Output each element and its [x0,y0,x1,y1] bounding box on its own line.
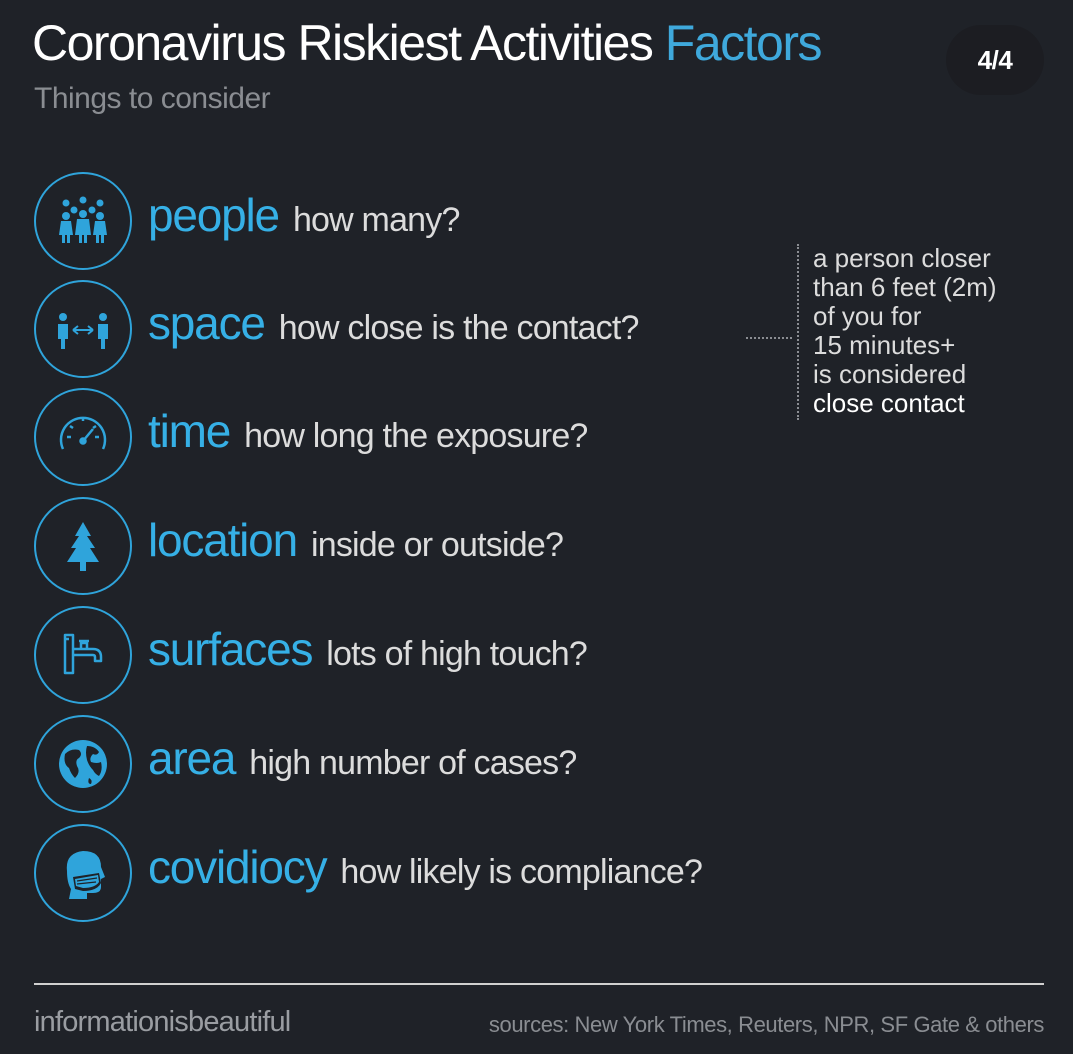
factor-people: people how many? [34,172,934,272]
sources-text: sources: New York Times, Reuters, NPR, S… [488,1012,1045,1037]
factor-location: location inside or outside? [34,497,934,597]
brand-logo-text: informationisbeautiful [34,1006,291,1038]
factor-word: people [148,189,280,241]
distance-icon [34,280,132,378]
factor-word: surfaces [148,623,313,675]
people-icon [34,172,132,270]
factor-word: area [148,732,236,784]
page-indicator-badge: 4/4 [946,25,1044,95]
title-main: Coronavirus Riskiest Activities [32,15,654,71]
page-indicator: 4/4 [977,44,1013,75]
factor-time: time how long the exposure? [34,388,934,488]
factor-word: covidiocy [148,841,328,893]
factor-word: time [148,405,231,457]
factor-area: area high number of cases? [34,715,934,815]
footer-divider [34,983,1044,985]
factor-word: location [148,514,298,566]
note-line: of you for [813,301,922,331]
gauge-icon [34,388,132,486]
factor-space: space how close is the contact? [34,280,934,380]
note-connector [746,337,792,339]
factor-question: high number of cases? [249,744,577,782]
factor-surfaces: surfaces lots of high touch? [34,606,934,706]
note-line: is considered [813,359,967,389]
note-emphasis: close contact [813,388,965,418]
globe-icon [34,715,132,813]
page-subtitle: Things to consider [34,82,271,115]
factor-word: space [148,297,266,349]
factor-question: how many? [292,201,460,239]
note-line: than 6 feet (2m) [813,272,997,302]
note-line: 15 minutes+ [813,330,956,360]
factor-question: how long the exposure? [244,417,588,455]
factor-question: lots of high touch? [326,635,588,673]
close-contact-note: a person closer than 6 feet (2m) of you … [797,244,1037,420]
title-accent: Factors [664,15,823,71]
factor-question: how close is the contact? [278,309,640,347]
page-title: Coronavirus Riskiest Activities Factors [32,14,823,72]
faucet-icon [34,606,132,704]
note-line: a person closer [813,243,991,273]
mask-icon [34,824,132,922]
factor-question: how likely is compliance? [340,853,703,891]
tree-icon [34,497,132,595]
factor-question: inside or outside? [310,526,564,564]
factor-covidiocy: covidiocy how likely is compliance? [34,824,934,924]
